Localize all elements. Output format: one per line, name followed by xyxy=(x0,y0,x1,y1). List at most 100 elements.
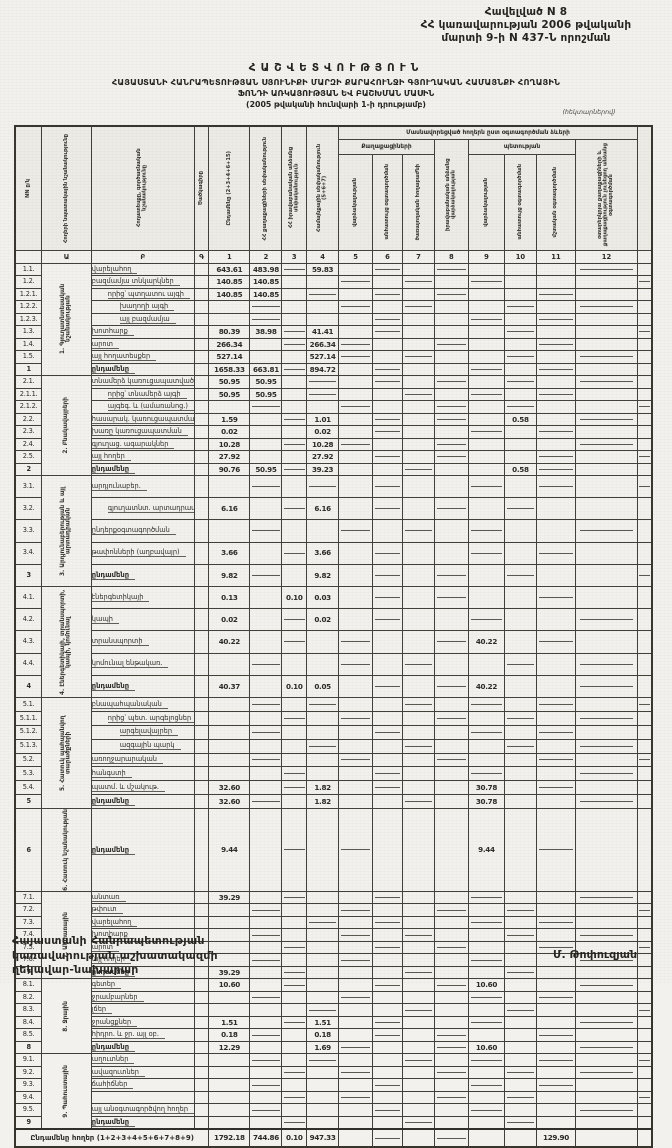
value-cell xyxy=(636,541,653,565)
landtype-label: ընդամենը xyxy=(90,362,195,376)
table-row: 5.4. պատմ. և մշակութ. 32.60 1.82 30.78 xyxy=(14,780,653,796)
value-cell xyxy=(249,400,283,414)
value-cell: 663.81 xyxy=(249,362,283,376)
value-cell xyxy=(433,724,469,740)
value-cell xyxy=(281,350,308,364)
value-cell xyxy=(249,1015,283,1030)
value-cell xyxy=(401,375,435,389)
value-cell xyxy=(306,738,340,754)
value-cell xyxy=(535,450,577,464)
value-cell xyxy=(535,1028,577,1042)
value-cell xyxy=(338,462,374,476)
value-cell xyxy=(535,652,577,676)
row-number: 4.3. xyxy=(14,630,43,654)
landtype-label: գյուղատնտ. արտադրատ. xyxy=(90,497,195,521)
code-cell xyxy=(193,608,210,632)
value-cell xyxy=(433,462,469,476)
value-cell xyxy=(503,990,537,1005)
value-cell xyxy=(503,425,537,439)
value-cell xyxy=(208,300,251,314)
footer-line1: Հայաստանի Հանրապետության xyxy=(12,934,205,947)
value-cell: 32.60 xyxy=(208,794,251,809)
value-cell xyxy=(636,497,653,521)
value-cell xyxy=(433,375,469,389)
value-cell xyxy=(636,474,653,499)
code-cell xyxy=(193,412,210,426)
value-cell xyxy=(636,262,653,276)
value-cell xyxy=(575,1003,638,1017)
value-cell xyxy=(467,497,505,521)
value-cell xyxy=(208,1103,251,1117)
value-cell xyxy=(575,350,638,364)
value-cell: 0.18 xyxy=(306,1028,340,1042)
value-cell: 0.58 xyxy=(503,412,537,426)
value-cell xyxy=(575,400,638,414)
column-index-label: 5 xyxy=(338,249,374,264)
value-cell xyxy=(433,903,469,917)
value-cell xyxy=(467,563,505,588)
value-cell xyxy=(372,990,403,1005)
value-cell xyxy=(338,450,374,464)
landtype-label: վարելահող xyxy=(90,915,195,930)
value-cell xyxy=(467,724,505,740)
value-cell xyxy=(575,1065,638,1080)
row-number: 1.5. xyxy=(14,350,43,364)
value-cell xyxy=(575,915,638,930)
value-cell xyxy=(249,1090,283,1105)
value-cell xyxy=(306,474,340,499)
column-index-label: 8 xyxy=(433,249,469,264)
value-cell xyxy=(338,752,374,768)
value-cell xyxy=(401,462,435,476)
value-cell xyxy=(503,766,537,782)
value-cell xyxy=(575,563,638,588)
value-cell xyxy=(503,300,537,314)
value-cell: 50.95 xyxy=(249,375,283,389)
value-cell xyxy=(281,563,308,588)
value-cell xyxy=(306,1090,340,1105)
value-cell xyxy=(535,275,577,289)
value-cell xyxy=(249,903,283,917)
table-row: 3.4. թափոնների (աղբավայր) 3.66 3.66 xyxy=(14,541,653,565)
value-cell xyxy=(372,1040,403,1055)
landtype-label: խաղողի այգի xyxy=(90,300,195,314)
landtype-label: հանգստի xyxy=(90,766,195,782)
table-row: 2.2. հասարակ. կառուցապատման 1.59 1.01 0.58 xyxy=(14,412,653,426)
value-cell xyxy=(535,312,577,326)
value-cell xyxy=(433,1090,469,1105)
table-row: 5.1.1. որից՝ պետ. արգելոցներ xyxy=(14,710,653,726)
value-cell xyxy=(372,674,403,699)
value-cell xyxy=(306,1078,340,1092)
value-cell xyxy=(281,1003,308,1017)
code-cell xyxy=(193,978,210,992)
value-cell: 6.16 xyxy=(306,497,340,521)
value-cell xyxy=(401,563,435,588)
value-cell xyxy=(338,325,374,339)
value-cell xyxy=(433,412,469,426)
value-cell xyxy=(249,563,283,588)
value-cell xyxy=(338,808,374,892)
landtype-label: անտառ xyxy=(90,890,195,905)
value-cell xyxy=(467,287,505,301)
table-row: 4.4. կոմունալ ենթակառ. xyxy=(14,652,653,676)
landtype-label: ճահիճներ xyxy=(90,1078,195,1092)
code-cell xyxy=(193,462,210,476)
row-number: 6 xyxy=(14,808,43,892)
column-index-label xyxy=(14,249,43,264)
value-cell xyxy=(208,312,251,326)
value-cell xyxy=(535,630,577,654)
value-cell xyxy=(575,425,638,439)
row-number: 8.1. xyxy=(14,978,43,992)
landtype-label: ընդամենը xyxy=(90,1040,195,1055)
value-cell xyxy=(433,738,469,754)
value-cell xyxy=(338,1003,374,1017)
table-row: 4.1. 4. Էներգետիկայի, տրանսպորտի, կապի, կ… xyxy=(14,585,653,698)
value-cell xyxy=(372,400,403,414)
value-cell xyxy=(338,630,374,654)
value-cell: 41.41 xyxy=(306,325,340,339)
value-cell xyxy=(281,387,308,401)
value-cell xyxy=(281,915,308,930)
column-index-label: 10 xyxy=(503,249,537,264)
code-cell xyxy=(193,474,210,499)
column-header-community-prop: Համայնքային սեփականություն (5+6+7) xyxy=(306,125,340,251)
table-row: 1.2.1. որից՝ պտղատու այգի 140.85 140.85 xyxy=(14,287,653,301)
